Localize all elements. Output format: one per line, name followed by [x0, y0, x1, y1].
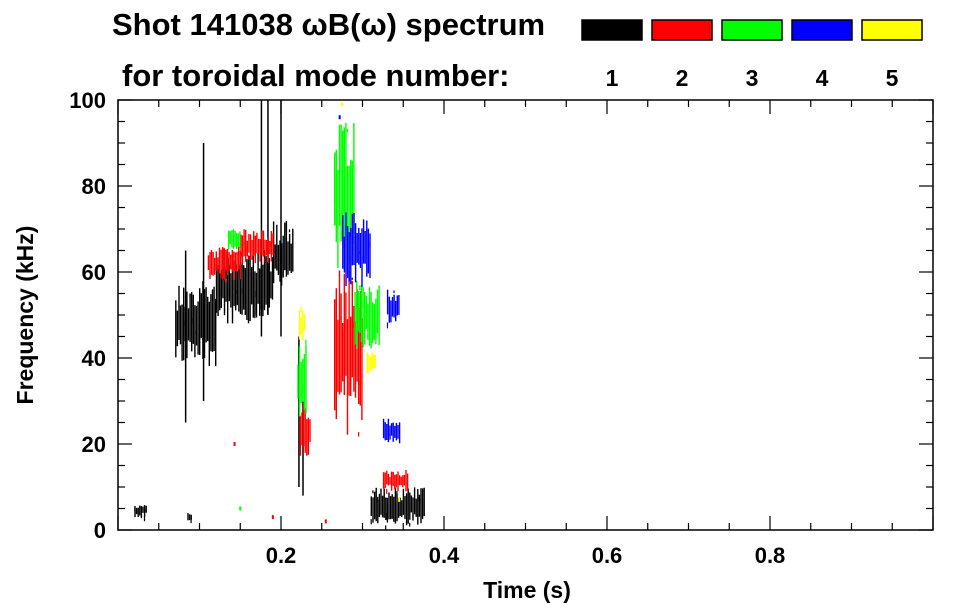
mode-4-blob-26 — [342, 212, 371, 287]
mode-2-dot-20 — [271, 515, 274, 520]
x-tick-label-0.6: 0.6 — [592, 543, 623, 568]
chart-title-line1: Shot 141038 ωB(ω) spectrum — [112, 7, 545, 42]
mode-3-blob-21 — [228, 229, 241, 250]
legend-label-mode-5: 5 — [886, 65, 899, 91]
legend-label-mode-4: 4 — [816, 65, 829, 91]
mode-3-dot-25 — [239, 506, 242, 511]
y-tick-label-0: 0 — [94, 518, 106, 543]
y-axis-label: Frequency (kHz) — [12, 226, 38, 405]
legend: 1 2 3 4 5 — [581, 19, 923, 91]
legend-swatch-mode-1 — [581, 19, 643, 41]
mode-5-dot-32 — [398, 497, 401, 502]
legend-swatch-mode-4 — [791, 19, 853, 41]
x-axis-label: Time (s) — [483, 577, 571, 603]
x-tick-label-0.8: 0.8 — [755, 543, 786, 568]
mode-3-blob-24 — [297, 339, 307, 417]
mode-3-blob-23 — [354, 280, 380, 350]
legend-label-mode-1: 1 — [606, 65, 619, 91]
chart-title-line2: for toroidal mode number: — [122, 58, 510, 93]
legend-label-mode-3: 3 — [746, 65, 759, 91]
mode-1-blob-10 — [370, 487, 425, 531]
mode-2-blob-16 — [299, 402, 311, 456]
mode-2-blob-14 — [240, 229, 274, 264]
mode-1-blob-11 — [134, 505, 147, 522]
legend-label-mode-2: 2 — [676, 65, 689, 91]
mode-5-blob-30 — [366, 352, 376, 374]
mode-4-dot-29 — [338, 115, 341, 120]
mode-2-dot-19 — [324, 519, 327, 524]
mode-3-blob-22 — [334, 122, 355, 268]
legend-swatch-mode-5 — [861, 19, 923, 41]
y-tick-label-20: 20 — [82, 432, 106, 457]
legend-swatch-mode-3 — [721, 19, 783, 41]
spectrum-features — [134, 100, 425, 531]
mode-4-blob-27 — [386, 289, 400, 329]
y-tick-label-40: 40 — [82, 346, 106, 371]
mode-2-blob-15 — [334, 270, 363, 437]
axis-ticks: 0 20 40 60 80 100 0.2 0.4 0.6 0.8 — [69, 88, 934, 568]
mode-1-blob-12 — [187, 513, 192, 524]
y-tick-label-100: 100 — [69, 88, 106, 113]
mode-1-blob-2 — [272, 221, 294, 286]
mode-5-dot-33 — [341, 102, 344, 107]
mode-2-blob-17 — [382, 469, 409, 494]
legend-swatch-mode-2 — [651, 19, 713, 41]
mode-2-blob-13 — [207, 246, 241, 283]
mode-1-blob-1 — [215, 248, 274, 324]
plot-frame — [117, 99, 934, 531]
x-tick-label-0.2: 0.2 — [266, 543, 297, 568]
y-tick-label-80: 80 — [82, 174, 106, 199]
x-tick-label-0.4: 0.4 — [429, 543, 460, 568]
mode-2-dot-18 — [233, 442, 236, 446]
mode-1-blob-0 — [175, 281, 217, 367]
y-tick-label-60: 60 — [82, 260, 106, 285]
mode-4-blob-28 — [382, 418, 401, 444]
mode-5-blob-31 — [298, 306, 306, 341]
